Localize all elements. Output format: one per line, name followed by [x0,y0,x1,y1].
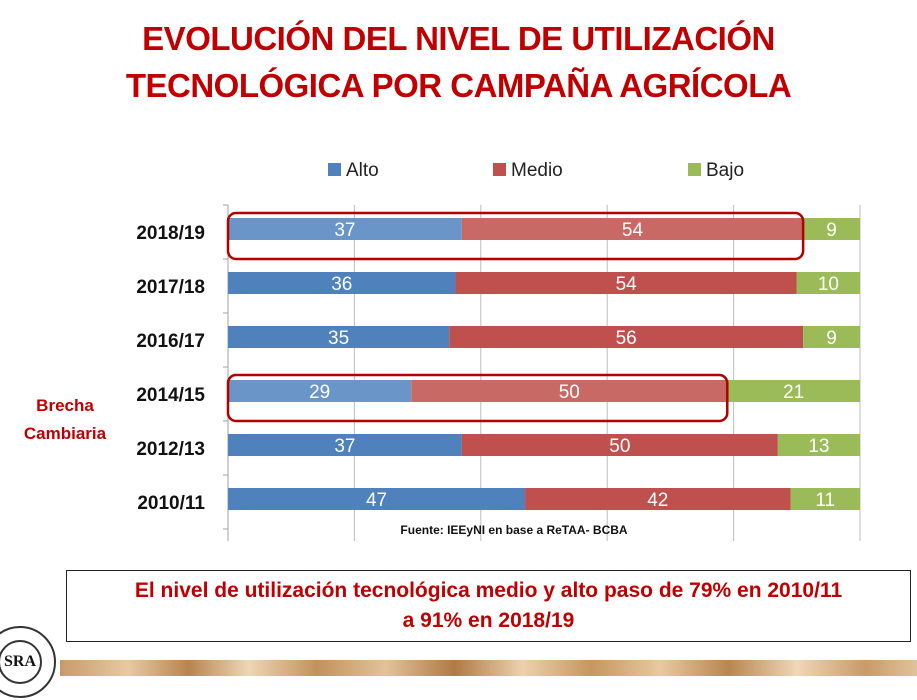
legend-label-medio: Medio [511,160,563,181]
decorative-grain-strip [60,660,917,676]
data-label: 54 [616,274,638,295]
bar-bajo [777,434,860,456]
data-label: 21 [783,382,804,403]
data-label: 11 [815,490,835,511]
bar-alto [228,218,462,240]
legend-label-bajo: Bajo [706,160,744,181]
category-label: 2018/19 [136,223,205,244]
callout-line-1: El nivel de utilización tecnológica medi… [134,579,843,602]
source-note: Fuente: IEEyNI en base a ReTAA- BCBA [400,523,627,537]
bar-medio [525,488,791,510]
bar-alto [228,272,456,294]
bar-bajo [803,326,860,348]
bar-bajo [727,380,860,402]
legend-swatch-bajo [688,163,701,176]
logo-text: SRA [0,640,42,684]
data-label: 13 [808,436,829,457]
data-label: 10 [818,274,839,295]
bar-alto [228,380,412,402]
data-label: 47 [366,490,387,511]
legend-swatch-alto [328,163,341,176]
bar-bajo [803,218,860,240]
bar-medio [461,218,804,240]
callout-line-2: a 91% en 2018/19 [402,609,575,632]
bar-medio [411,380,728,402]
bar-alto [228,434,462,456]
category-label: 2010/11 [137,493,205,514]
bar-medio [449,326,804,348]
title-line-1: EVOLUCIÓN DEL NIVEL DE UTILIZACIÓN [142,20,775,57]
highlight-box [226,211,805,261]
conclusion-callout: El nivel de utilización tecnológica medi… [66,570,911,642]
bar-bajo [790,488,860,510]
data-label: 29 [309,382,330,403]
bar-medio [461,434,778,456]
bar-alto [228,488,526,510]
title-line-2: TECNOLÓGICA POR CAMPAÑA AGRÍCOLA [125,67,792,104]
data-label: 36 [331,274,352,295]
legend-label-alto: Alto [346,160,379,181]
category-label: 2014/15 [136,385,205,406]
data-label: 37 [334,436,355,457]
category-label: 2016/17 [136,331,205,352]
category-label: 2017/18 [136,277,205,298]
data-label: 42 [647,490,668,511]
data-label: 50 [559,382,580,403]
category-label: 2012/13 [136,439,205,460]
data-label: 56 [616,328,637,349]
bar-bajo [796,272,860,294]
brecha-label: Brecha [36,396,94,415]
data-label: 9 [826,220,837,241]
sra-seal-logo-icon: SRA [0,626,56,698]
highlight-box [226,373,729,423]
cambiaria-label: Cambiaria [23,424,107,443]
data-label: 37 [334,220,355,241]
bar-alto [228,326,450,348]
data-label: 50 [609,436,630,457]
bar-medio [455,272,797,294]
legend-swatch-medio [493,163,506,176]
stacked-bar-chart: 2018/19 37 54 9 2017/18 36 54 10 2016/17 35 56 9 201… [136,160,861,541]
data-label: 9 [826,328,837,349]
data-label: 54 [622,220,644,241]
data-label: 35 [328,328,349,349]
